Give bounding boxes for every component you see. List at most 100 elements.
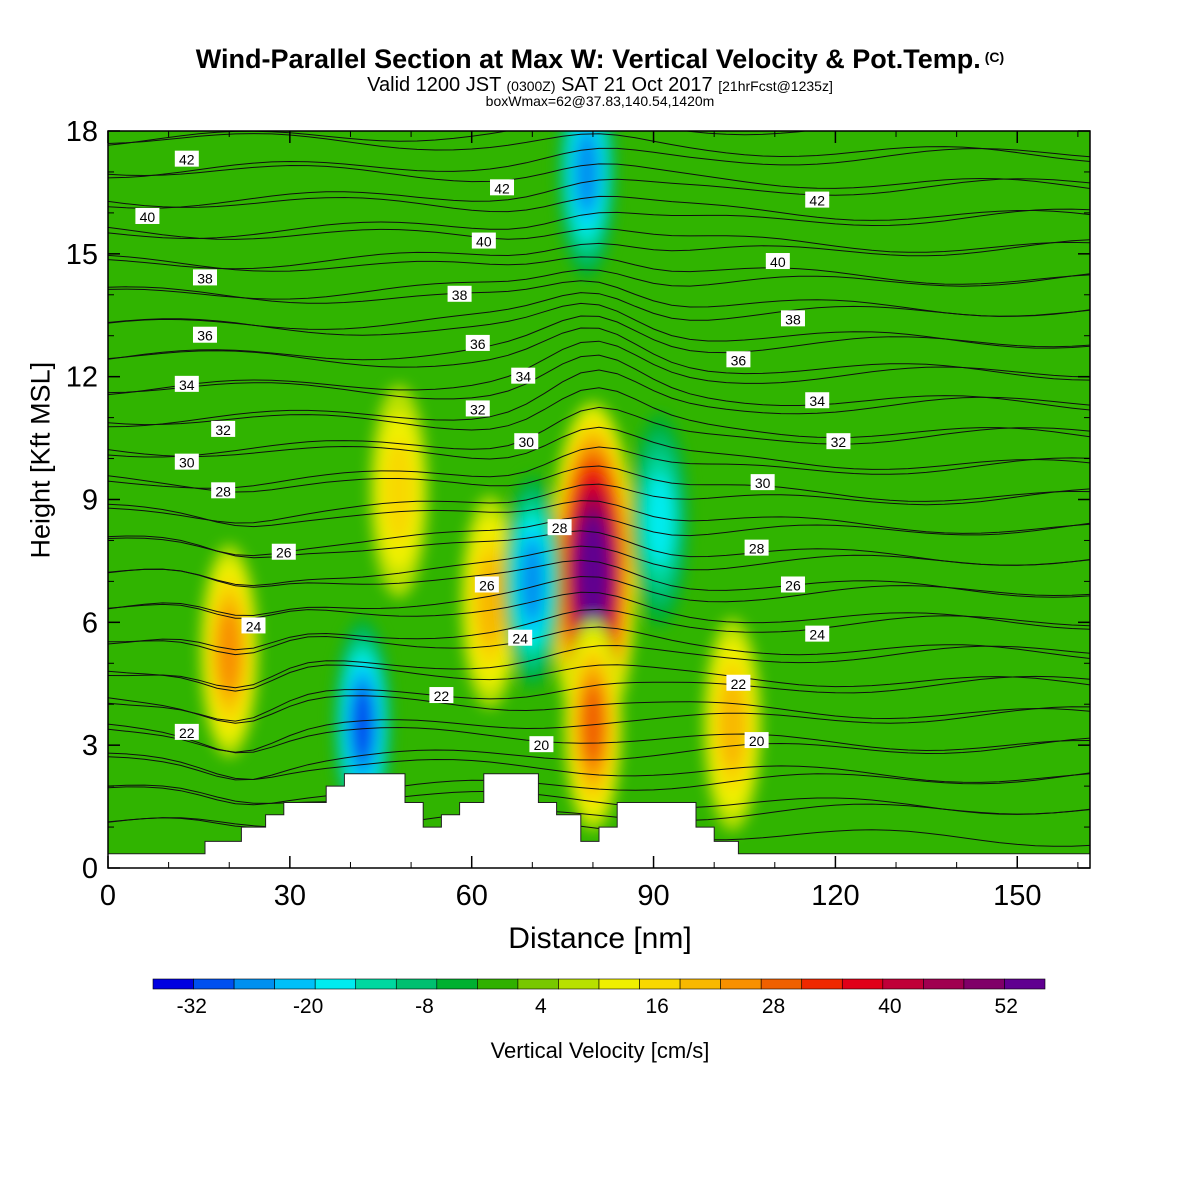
theta-label-text: 30 — [518, 434, 534, 450]
colorbar-swatch — [598, 978, 640, 990]
theta-contour — [108, 426, 1090, 470]
colorbar-swatch — [882, 978, 924, 990]
theta-label-text: 26 — [479, 577, 495, 593]
theta-label: 22 — [429, 687, 454, 704]
theta-label: 32 — [465, 400, 490, 417]
theta-label-text: 32 — [470, 401, 486, 417]
theta-label-bg — [750, 474, 775, 491]
theta-label: 38 — [192, 269, 217, 286]
theta-contour — [108, 327, 1090, 381]
theta-label-text: 34 — [809, 393, 825, 409]
w-cell — [352, 688, 373, 761]
x-tick-label: 120 — [811, 880, 859, 912]
theta-label-bg — [174, 453, 199, 470]
x-tick-label: 150 — [993, 880, 1041, 912]
colorbar-swatch — [720, 978, 762, 990]
w-cell — [477, 556, 503, 647]
theta-contour-labels: 42 40 38 36 34 32 30 28 26 24 22 42 40 38 36 34 32 30 28 26… — [135, 150, 851, 753]
theta-label: 30 — [514, 433, 539, 450]
colorbar-tick-label: -20 — [293, 995, 323, 1018]
w-cell — [217, 610, 241, 692]
theta-label-text: 22 — [434, 688, 450, 704]
theta-label-text: 32 — [215, 422, 231, 438]
theta-label-text: 38 — [785, 311, 801, 327]
theta-label-bg — [508, 629, 533, 646]
theta-contour — [108, 147, 1090, 179]
x-tick-label: 30 — [274, 880, 306, 912]
theta-label-text: 38 — [197, 270, 213, 286]
vertical-velocity-field — [200, 131, 762, 832]
y-tick-label: 18 — [66, 116, 98, 148]
theta-label: 30 — [174, 453, 199, 471]
theta-label: 38 — [447, 285, 472, 303]
theta-contour — [108, 465, 1090, 502]
colorbar-tick-label: 4 — [535, 995, 547, 1018]
colorbar-tick-label: -32 — [177, 995, 207, 1018]
theta-label-text: 22 — [731, 676, 747, 692]
theta-contour — [108, 254, 1090, 285]
theta-contour — [108, 315, 1090, 361]
theta-label-text: 30 — [755, 475, 771, 491]
theta-label: 26 — [780, 576, 805, 593]
theta-label: 42 — [490, 179, 515, 196]
theta-label: 24 — [805, 625, 830, 643]
colorbar-swatch — [233, 978, 275, 990]
theta-contour — [108, 695, 1090, 724]
colorbar-swatch — [760, 978, 803, 990]
theta-contour — [108, 626, 1090, 659]
theta-label-text: 20 — [534, 737, 550, 753]
theta-label: 36 — [465, 334, 490, 352]
theta-label: 34 — [805, 392, 830, 409]
theta-contour — [108, 302, 1090, 349]
colorbar: -32 -20 -8 4 16 28 40 52 — [152, 978, 1046, 1018]
theta-label-text: 28 — [749, 541, 765, 557]
theta-contour — [108, 675, 1090, 722]
theta-contour — [108, 608, 1090, 651]
theta-contour — [108, 530, 1090, 566]
colorbar-tick-label: 28 — [762, 995, 785, 1018]
theta-label: 22 — [174, 723, 199, 741]
colorbar-swatch — [355, 978, 397, 990]
colorbar-swatch — [558, 978, 600, 990]
theta-label-bg — [447, 285, 472, 302]
theta-label-bg — [780, 576, 805, 593]
colorbar-swatch — [639, 978, 681, 990]
theta-contour — [108, 208, 1090, 240]
theta-contour — [108, 500, 1090, 534]
theta-label-bg — [744, 732, 769, 749]
theta-label-text: 42 — [809, 193, 825, 209]
theta-label-bg — [805, 191, 830, 208]
theta-label-bg — [174, 375, 199, 392]
w-cell — [384, 439, 414, 544]
terrain-outline — [108, 773, 1090, 855]
w-cell — [646, 474, 673, 566]
theta-label: 34 — [511, 367, 536, 385]
theta-contour — [108, 644, 1090, 689]
colorbar-swatch — [923, 978, 965, 990]
colorbar-swatch — [436, 978, 478, 990]
theta-label-bg — [514, 433, 539, 450]
theta-contour — [108, 737, 1090, 781]
theta-label-text: 40 — [476, 234, 492, 250]
theta-label-bg — [174, 723, 199, 740]
theta-contour — [108, 178, 1090, 209]
theta-contour — [108, 772, 1090, 806]
colorbar-swatch — [679, 978, 721, 990]
theta-label-bg — [241, 617, 266, 634]
theta-label-bg — [135, 207, 160, 224]
theta-label-text: 20 — [749, 733, 765, 749]
theta-label-text: 38 — [452, 287, 468, 303]
colorbar-swatch — [1004, 978, 1046, 990]
theta-contour — [108, 163, 1090, 189]
theta-label: 20 — [744, 732, 769, 749]
theta-label: 36 — [726, 351, 751, 368]
theta-label: 38 — [780, 310, 805, 327]
theta-label: 40 — [135, 207, 160, 225]
y-tick-label: 15 — [66, 239, 98, 271]
theta-label: 32 — [211, 420, 236, 438]
theta-contour — [108, 545, 1090, 587]
colorbar-tick-label: 16 — [645, 995, 668, 1018]
theta-label-text: 24 — [246, 618, 262, 634]
theta-label: 26 — [271, 543, 296, 561]
